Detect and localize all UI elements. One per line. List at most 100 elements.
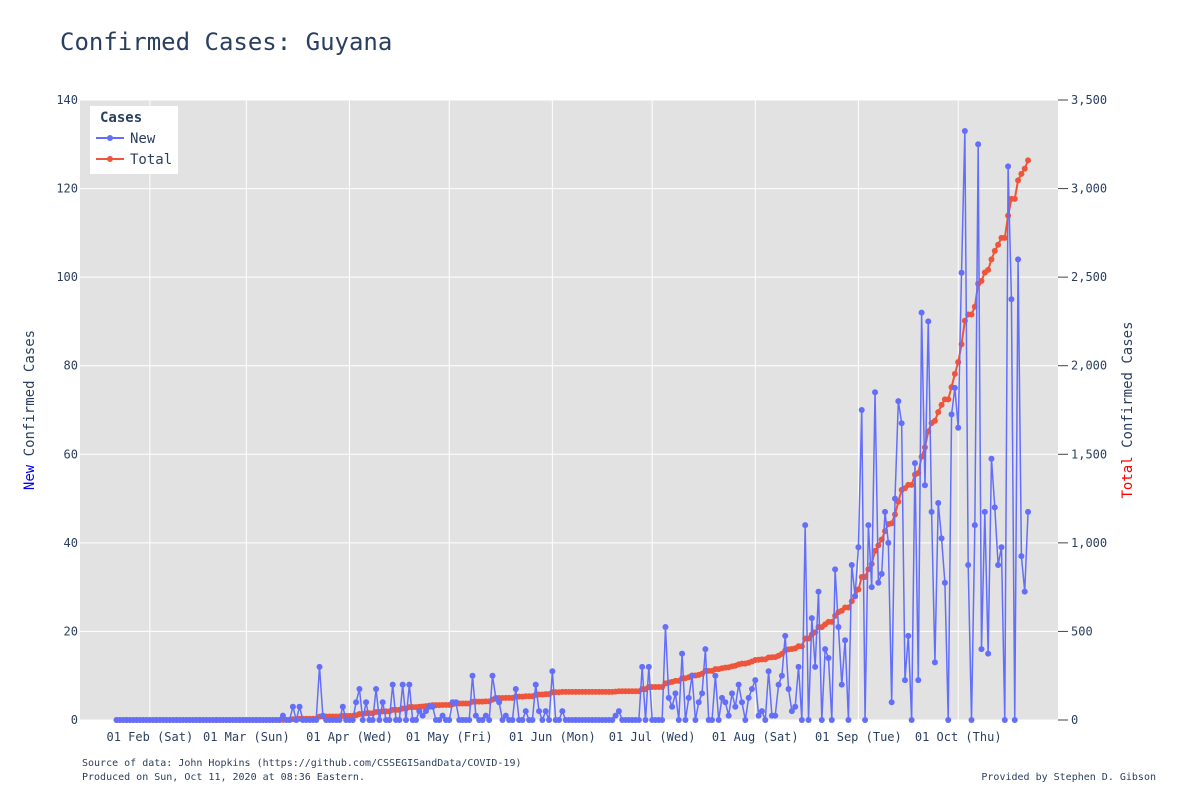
data-point-new — [339, 703, 346, 710]
data-point-new — [689, 672, 696, 679]
data-point-total — [872, 547, 879, 554]
data-point-new — [995, 562, 1002, 568]
data-point-new — [379, 699, 386, 706]
x-tick-label: 01 Apr (Wed) — [306, 730, 393, 744]
data-point-new — [911, 460, 918, 467]
data-point-new — [928, 508, 935, 515]
data-point-total — [908, 481, 915, 488]
credit-note: Provided by Stephen D. Gibson — [981, 772, 1156, 783]
data-point-new — [373, 686, 380, 692]
y-left-tick-label: 60 — [64, 447, 78, 461]
data-point-new — [822, 646, 829, 653]
data-point-new — [729, 690, 735, 697]
data-point-new — [985, 650, 992, 657]
y-right-tick-label: 500 — [1071, 624, 1093, 638]
data-point-new — [403, 717, 409, 723]
data-point-total — [988, 256, 995, 263]
data-point-new — [1011, 717, 1018, 723]
data-point-new — [609, 717, 616, 723]
data-point-new — [981, 508, 988, 515]
data-point-new — [522, 708, 529, 715]
data-point-new — [991, 504, 998, 511]
data-point-new — [682, 717, 689, 723]
y-left-tick-label: 0 — [71, 713, 78, 727]
data-point-new — [865, 522, 872, 529]
data-point-new — [895, 398, 902, 405]
legend-total-label[interactable]: Total — [130, 152, 172, 168]
x-tick-label: 01 Sep (Tue) — [815, 730, 902, 744]
data-point-new — [948, 411, 955, 418]
data-point-new — [699, 690, 706, 697]
y-axis-right: 0 500 1,000 1,500 2,000 2,500 3,000 3,500 — [1058, 93, 1107, 727]
x-tick-label: 01 May (Fri) — [406, 730, 493, 744]
data-point-new — [559, 708, 566, 715]
data-point-new — [888, 699, 895, 706]
y-right-tick-label: 0 — [1071, 713, 1078, 727]
data-point-new — [958, 269, 965, 276]
legend-new-marker — [107, 135, 113, 141]
data-point-new — [549, 668, 556, 675]
y-right-tick-label: 1,000 — [1071, 536, 1107, 550]
y-left-tick-label: 80 — [64, 359, 78, 373]
data-point-new — [745, 694, 752, 701]
data-point-new — [832, 566, 839, 573]
data-point-new — [536, 708, 543, 715]
data-point-new — [725, 712, 732, 719]
data-point-new — [675, 717, 682, 723]
data-point-new — [872, 389, 879, 396]
data-point-new — [892, 495, 898, 502]
data-point-new — [719, 694, 726, 701]
data-point-new — [519, 717, 526, 723]
data-point-new — [429, 703, 436, 710]
data-point-new — [1018, 553, 1025, 560]
data-point-new — [356, 686, 363, 692]
data-point-new — [901, 677, 908, 684]
data-point-total — [978, 277, 985, 284]
x-axis: 01 Feb (Sat) 01 Mar (Sun) 01 Apr (Wed) 01 M… — [107, 730, 1002, 744]
y-axis-right-title-rest: Confirmed Cases — [1120, 321, 1136, 456]
data-point-new — [828, 717, 835, 723]
data-point-new — [509, 717, 516, 723]
legend: Cases New Total — [90, 106, 178, 174]
data-point-new — [416, 708, 423, 715]
data-point-new — [838, 681, 845, 688]
legend-new-label[interactable]: New — [130, 131, 156, 147]
data-point-new — [1005, 163, 1012, 170]
data-point-new — [359, 717, 366, 723]
data-point-new — [452, 699, 459, 706]
data-point-new — [412, 717, 419, 723]
data-point-new — [529, 717, 536, 723]
legend-title[interactable]: Cases — [100, 110, 142, 126]
data-point-new — [669, 703, 676, 710]
data-point-total — [985, 266, 992, 273]
y-axis-left-title: New Confirmed Cases — [22, 330, 38, 490]
data-point-total — [968, 311, 975, 318]
data-point-new — [908, 717, 915, 723]
data-point-new — [885, 539, 892, 546]
y-axis-left-title-colored: New — [22, 464, 38, 490]
data-point-new — [502, 712, 509, 719]
legend-total-marker — [107, 156, 113, 162]
data-point-new — [918, 309, 925, 316]
gridlines — [80, 99, 1058, 721]
data-point-new — [945, 717, 952, 723]
data-point-new — [975, 141, 982, 148]
data-point-new — [489, 672, 496, 679]
y-right-tick-label: 2,000 — [1071, 359, 1107, 373]
data-point-new — [845, 717, 852, 723]
y-axis-left: 0 20 40 60 80 100 120 140 — [56, 93, 78, 727]
data-point-new — [492, 694, 499, 701]
data-point-total — [995, 241, 1002, 248]
data-point-new — [319, 712, 326, 719]
data-point-new — [615, 708, 622, 715]
data-point-new — [556, 717, 563, 723]
y-left-tick-label: 20 — [64, 624, 78, 638]
legend-box — [90, 106, 178, 174]
data-point-total — [855, 586, 862, 593]
data-point-new — [878, 570, 885, 577]
data-point-new — [935, 500, 942, 506]
data-point-new — [762, 717, 769, 723]
data-point-new — [293, 717, 300, 723]
data-point-new — [765, 668, 772, 675]
data-point-new — [722, 699, 729, 706]
